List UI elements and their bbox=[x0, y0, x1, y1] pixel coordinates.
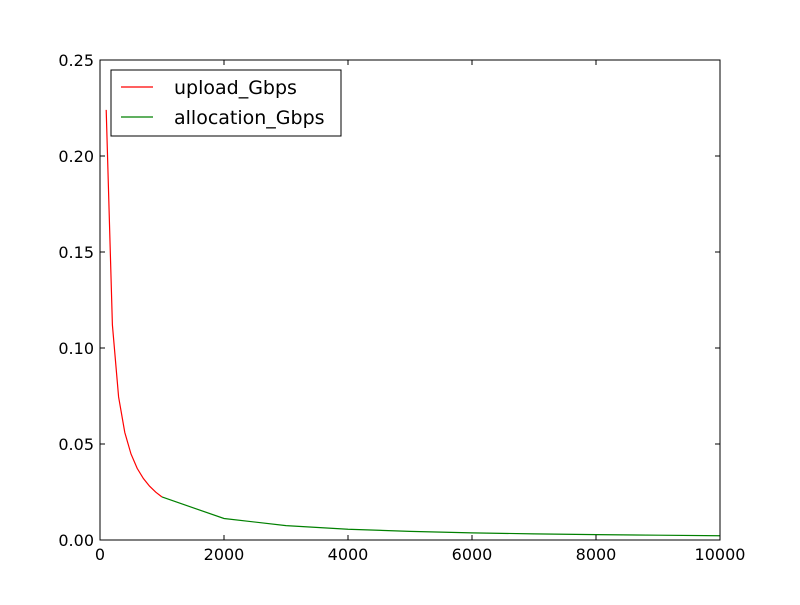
plot-frame bbox=[99, 59, 721, 541]
y-tick-label: 0.15 bbox=[58, 243, 94, 262]
legend-label-allocation: allocation_Gbps bbox=[174, 107, 325, 129]
x-tick-label: 10000 bbox=[695, 545, 746, 564]
x-tick-label: 0 bbox=[95, 545, 105, 564]
x-tick-label: 4000 bbox=[328, 545, 369, 564]
x-tick-label: 2000 bbox=[204, 545, 245, 564]
legend-label-upload: upload_Gbps bbox=[174, 77, 297, 99]
y-tick-label: 0.25 bbox=[58, 51, 94, 70]
y-tick-label: 0.05 bbox=[58, 435, 94, 454]
y-tick-label: 0.20 bbox=[58, 147, 94, 166]
legend: upload_Gbps allocation_Gbps bbox=[110, 69, 342, 137]
x-tick-label: 6000 bbox=[452, 545, 493, 564]
y-tick-label: 0.10 bbox=[58, 339, 94, 358]
series-line-upload_Gbps bbox=[105, 109, 163, 498]
series-layer bbox=[105, 109, 721, 537]
y-tick-label: 0.00 bbox=[58, 531, 94, 550]
tick-layer: 0 2000 4000 6000 8000 10000 0.00 0.05 0.10 0.15 0.… bbox=[58, 51, 745, 564]
legend-box bbox=[110, 69, 342, 137]
series-line-allocation_Gbps bbox=[161, 496, 721, 537]
x-tick-label: 8000 bbox=[576, 545, 617, 564]
